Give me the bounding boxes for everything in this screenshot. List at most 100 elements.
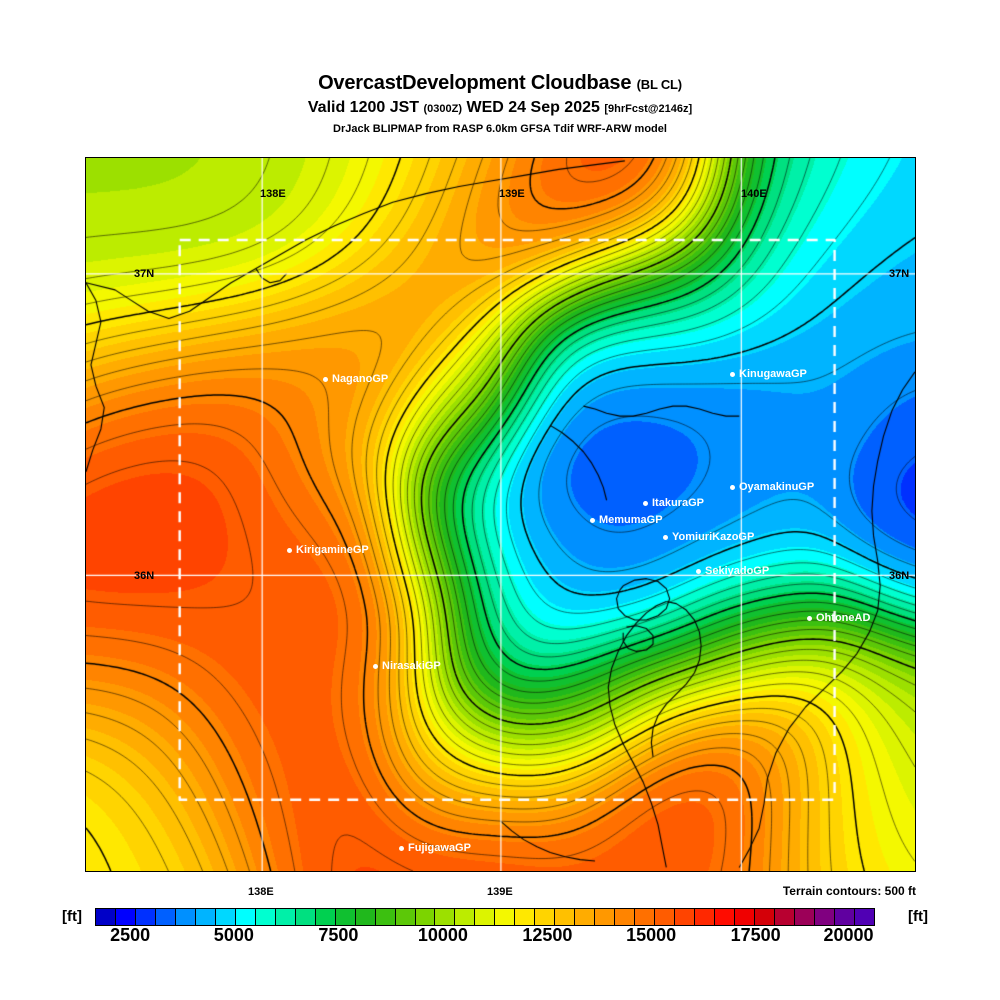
colorbar-segment	[315, 909, 336, 925]
colorbar-segment	[595, 909, 616, 925]
station-label: MemumaGP	[599, 514, 663, 526]
station-label: NirasakiGP	[382, 660, 441, 672]
graticule-label: 140E	[741, 188, 767, 200]
colorbar-segment	[215, 909, 236, 925]
colorbar-tick: 20000	[823, 925, 874, 945]
station-marker[interactable]: YomiuriKazoGP	[663, 532, 754, 543]
graticule-label: 36N	[134, 570, 155, 582]
station-dot-icon	[730, 371, 735, 377]
terrain-contour-note: Terrain contours: 500 ft	[782, 884, 916, 898]
colorbar-segment	[675, 909, 696, 925]
station-dot-icon	[590, 517, 595, 523]
colorbar-segment	[515, 909, 536, 925]
graticule-label: 138E	[260, 188, 286, 200]
station-marker[interactable]: ItakuraGP	[643, 498, 704, 509]
station-marker[interactable]: MemumaGP	[590, 515, 663, 526]
colorbar-segment	[115, 909, 136, 925]
title-validtime: Valid 1200 JST (0300Z) WED 24 Sep 2025 […	[0, 97, 1000, 120]
colorbar-segment	[715, 909, 735, 925]
station-label: FujigawaGP	[408, 842, 471, 854]
station-label: YomiuriKazoGP	[672, 531, 755, 543]
graticule-label: 37N	[889, 268, 910, 280]
station-dot-icon	[696, 568, 701, 574]
colorbar-segment	[495, 909, 516, 925]
colorbar-segment	[635, 909, 656, 925]
colorbar-segment	[754, 909, 775, 925]
colorbar-segment	[395, 909, 416, 925]
colorbar-segment	[774, 909, 795, 925]
station-label: SekiyadoGP	[705, 565, 770, 577]
valid-date: WED 24 Sep 2025	[466, 99, 600, 116]
station-marker[interactable]: OyamakinuGP	[730, 482, 814, 493]
colorbar-tick: 2500	[110, 925, 151, 945]
colorbar-segment	[794, 909, 815, 925]
colorbar-segment	[435, 909, 456, 925]
graticule-label: 139E	[487, 886, 513, 898]
station-label: OhtoneAD	[816, 612, 871, 624]
colorbar-tick: 7500	[318, 925, 359, 945]
colorbar-segment	[375, 909, 396, 925]
title-main-subscript: (BL CL)	[636, 77, 682, 92]
colorbar-segment	[235, 909, 256, 925]
colorbar-segment	[814, 909, 835, 925]
station-marker[interactable]: NirasakiGP	[373, 661, 441, 672]
station-marker[interactable]: KirigamineGP	[287, 545, 369, 556]
station-dot-icon	[807, 615, 812, 621]
weather-map[interactable]: NaganoGP KirigamineGP NirasakiGP FujigawaGP…	[85, 157, 916, 872]
graticule-label: 36N	[889, 570, 910, 582]
colorbar-segment	[355, 909, 376, 925]
station-marker[interactable]: OhtoneAD	[807, 613, 870, 624]
colorbar-tick: 15000	[626, 925, 677, 945]
colorbar-tick: 12500	[522, 925, 573, 945]
colorbar-segment	[415, 909, 436, 925]
graticule-label: 139E	[499, 188, 525, 200]
station-marker[interactable]: FujigawaGP	[399, 843, 471, 854]
title-model: DrJack BLIPMAP from RASP 6.0km GFSA Tdif…	[333, 123, 667, 135]
page-title: OvercastDevelopment Cloudbase (BL CL)	[0, 72, 1000, 96]
colorbar-segment	[695, 909, 716, 925]
station-label: KinugawaGP	[739, 368, 807, 380]
colorbar-segment	[155, 909, 176, 925]
station-marker[interactable]: KinugawaGP	[730, 369, 807, 380]
station-label: KirigamineGP	[296, 544, 369, 556]
colorbar-unit-right: [ft]	[908, 908, 928, 925]
colorbar-segment	[175, 909, 196, 925]
colorbar-segment	[255, 909, 276, 925]
colorbar-segment	[575, 909, 596, 925]
colorbar-unit-left: [ft]	[62, 908, 82, 925]
colorbar	[95, 908, 875, 926]
colorbar-segment	[275, 909, 296, 925]
valid-utc: (0300Z)	[423, 103, 463, 115]
title-block: OvercastDevelopment Cloudbase (BL CL) Va…	[0, 72, 1000, 137]
colorbar-segment	[455, 909, 476, 925]
station-marker[interactable]: SekiyadoGP	[696, 566, 769, 577]
colorbar-segment	[735, 909, 755, 925]
map-raster	[86, 158, 915, 871]
station-label: NaganoGP	[332, 373, 389, 385]
forecast-age: [9hrFcst@2146z]	[604, 103, 693, 115]
station-dot-icon	[643, 500, 648, 506]
station-dot-icon	[663, 534, 668, 540]
colorbar-segment	[475, 909, 496, 925]
colorbar-segment	[135, 909, 156, 925]
station-marker[interactable]: NaganoGP	[323, 374, 388, 385]
station-dot-icon	[323, 376, 328, 382]
graticule-label: 138E	[248, 886, 274, 898]
colorbar-tick: 17500	[730, 925, 781, 945]
colorbar-tick: 5000	[213, 925, 254, 945]
colorbar-segment	[96, 909, 116, 925]
graticule-label: 37N	[134, 268, 155, 280]
colorbar-tick-labels: 2500 5000 7500 10000 12500 15000 17500 20000	[95, 925, 875, 949]
colorbar-segment	[854, 909, 874, 925]
colorbar-segment	[655, 909, 676, 925]
station-dot-icon	[287, 547, 292, 553]
colorbar-segment	[195, 909, 216, 925]
colorbar-segment	[535, 909, 556, 925]
colorbar-segment	[834, 909, 855, 925]
station-dot-icon	[730, 484, 735, 490]
valid-prefix: Valid 1200 JST	[307, 99, 420, 116]
title-main-text: OvercastDevelopment Cloudbase	[318, 72, 632, 94]
station-dot-icon	[373, 663, 378, 669]
station-label: ItakuraGP	[652, 497, 704, 509]
colorbar-tick: 10000	[417, 925, 468, 945]
